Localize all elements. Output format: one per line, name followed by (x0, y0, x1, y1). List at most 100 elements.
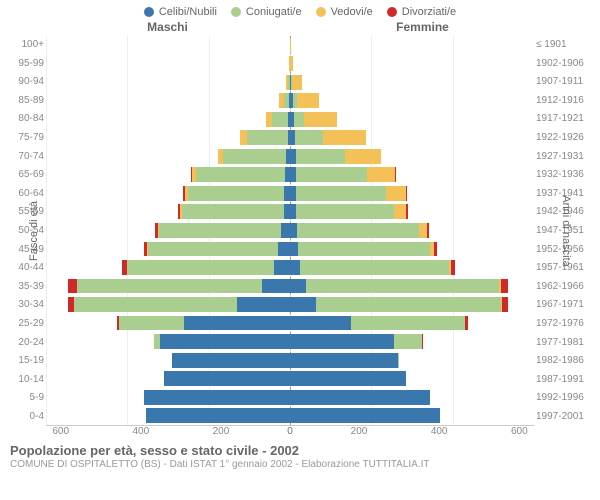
male-bar (46, 204, 290, 219)
segment (296, 149, 345, 164)
segment (290, 223, 297, 238)
plot-area (46, 36, 534, 426)
birthyear-label: 1987-1991 (536, 371, 590, 389)
age-label: 90-94 (10, 73, 44, 91)
male-bar (46, 167, 290, 182)
segment (240, 130, 247, 145)
legend: Celibi/NubiliConiugati/eVedovi/eDivorzia… (0, 0, 600, 20)
segment (188, 186, 284, 201)
male-bar (46, 149, 290, 164)
segment (367, 167, 395, 182)
male-bar (46, 353, 290, 368)
male-bar (46, 75, 290, 90)
bar-row (46, 36, 534, 55)
chart-title: Popolazione per età, sesso e stato civil… (10, 443, 590, 458)
bar-row (46, 203, 534, 222)
segment (296, 167, 367, 182)
male-bar (46, 93, 290, 108)
male-bar (46, 242, 290, 257)
age-label: 10-14 (10, 371, 44, 389)
x-tick: 400 (431, 426, 448, 437)
male-bar (46, 297, 290, 312)
segment (119, 316, 184, 331)
bar-row (46, 351, 534, 370)
segment (278, 242, 290, 257)
female-bar (290, 204, 534, 219)
footer: Popolazione per età, sesso e stato civil… (10, 443, 590, 470)
segment (182, 204, 284, 219)
segment (395, 167, 396, 182)
bar-row (46, 406, 534, 425)
segment (159, 223, 281, 238)
female-bar (290, 130, 534, 145)
bar-row (46, 91, 534, 110)
female-bar (290, 167, 534, 182)
segment (296, 186, 385, 201)
legend-swatch (144, 7, 154, 17)
female-bar (290, 75, 534, 90)
segment (406, 204, 408, 219)
segment (297, 93, 319, 108)
segment (164, 371, 290, 386)
age-label: 100+ (10, 36, 44, 54)
segment (304, 112, 337, 127)
segment (68, 279, 76, 294)
age-label: 70-74 (10, 148, 44, 166)
bar-row (46, 369, 534, 388)
segment (295, 130, 323, 145)
x-ticks-left: 0200400600 (44, 426, 290, 437)
segment (345, 149, 382, 164)
y-axis-label-left: Fasce di età (28, 201, 40, 261)
x-tick: 200 (351, 426, 368, 437)
female-bar (290, 353, 534, 368)
age-label: 75-79 (10, 129, 44, 147)
segment (422, 334, 423, 349)
bar-row (46, 73, 534, 92)
female-bar (290, 279, 534, 294)
age-label: 80-84 (10, 110, 44, 128)
segment (281, 223, 290, 238)
male-bar (46, 408, 290, 423)
segment (290, 371, 406, 386)
segment (290, 260, 300, 275)
chart-area: Fasce di età Anni di nascita 0-45-910-14… (8, 36, 592, 426)
segment (290, 408, 440, 423)
legend-swatch (387, 7, 397, 17)
bar-row (46, 240, 534, 259)
segment (290, 297, 316, 312)
female-bar (290, 186, 534, 201)
bars-container (46, 36, 534, 425)
segment (223, 149, 286, 164)
segment (394, 334, 422, 349)
segment (465, 316, 467, 331)
segment (501, 279, 507, 294)
female-bar (290, 297, 534, 312)
age-label: 95-99 (10, 55, 44, 73)
age-label: 15-19 (10, 352, 44, 370)
female-bar (290, 112, 534, 127)
birthyear-label: 1912-1916 (536, 92, 590, 110)
male-bar (46, 38, 290, 53)
legend-item: Celibi/Nubili (144, 6, 217, 18)
age-label: 85-89 (10, 92, 44, 110)
segment (294, 112, 304, 127)
segment (77, 279, 262, 294)
birthyear-label: ≤ 1901 (536, 36, 590, 54)
segment (292, 75, 302, 90)
birthyear-label: 1962-1966 (536, 278, 590, 296)
segment (247, 130, 288, 145)
segment (427, 223, 429, 238)
bar-row (46, 129, 534, 148)
age-label: 0-4 (10, 408, 44, 426)
segment (272, 112, 288, 127)
segment (74, 297, 237, 312)
male-bar (46, 223, 290, 238)
segment (316, 297, 501, 312)
legend-label: Divorziati/e (402, 6, 456, 18)
segment (290, 56, 293, 71)
segment (406, 186, 407, 201)
bar-row (46, 314, 534, 333)
segment (298, 242, 430, 257)
legend-label: Vedovi/e (331, 6, 373, 18)
legend-swatch (316, 7, 326, 17)
